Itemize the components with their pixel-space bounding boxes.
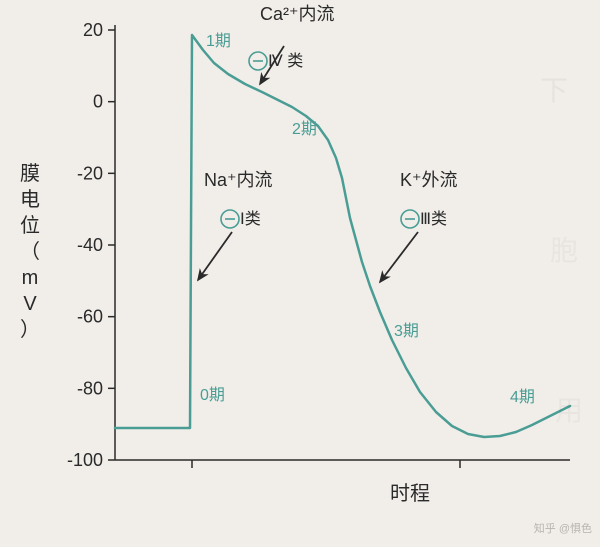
svg-text:V: V bbox=[23, 293, 37, 315]
svg-text:电: 电 bbox=[20, 188, 40, 211]
svg-text:-100: -100 bbox=[67, 450, 103, 470]
svg-text:时程: 时程 bbox=[390, 482, 430, 505]
svg-text:K⁺外流: K⁺外流 bbox=[400, 170, 458, 190]
svg-text:Ⅲ类: Ⅲ类 bbox=[420, 210, 447, 228]
svg-text:20: 20 bbox=[83, 20, 103, 40]
svg-text:0期: 0期 bbox=[200, 386, 225, 404]
svg-text:-40: -40 bbox=[77, 235, 103, 255]
svg-text:2期: 2期 bbox=[292, 120, 317, 138]
svg-text:Ca²⁺内流: Ca²⁺内流 bbox=[260, 4, 335, 24]
svg-text:0: 0 bbox=[93, 92, 103, 112]
svg-text:用: 用 bbox=[555, 395, 583, 426]
svg-text:（: （ bbox=[20, 240, 40, 263]
svg-text:3期: 3期 bbox=[394, 322, 419, 340]
action-potential-chart: -100-80-60-40-20020膜电位（mV）时程 1期2期3期4期0期 … bbox=[0, 0, 600, 542]
svg-text:膜: 膜 bbox=[20, 162, 40, 185]
svg-text:1期: 1期 bbox=[206, 32, 231, 50]
svg-text:-60: -60 bbox=[77, 307, 103, 327]
svg-text:4期: 4期 bbox=[510, 388, 535, 406]
svg-text:Na⁺内流: Na⁺内流 bbox=[204, 170, 273, 190]
svg-text:Ⅳ 类: Ⅳ 类 bbox=[268, 52, 303, 70]
svg-text:Ⅰ类: Ⅰ类 bbox=[240, 210, 261, 228]
svg-text:-20: -20 bbox=[77, 163, 103, 183]
svg-text:m: m bbox=[22, 267, 39, 289]
svg-text:下: 下 bbox=[540, 75, 568, 106]
svg-text:胞: 胞 bbox=[550, 235, 578, 266]
svg-text:位: 位 bbox=[20, 214, 40, 237]
svg-text:）: ） bbox=[20, 318, 40, 341]
svg-text:-80: -80 bbox=[77, 378, 103, 398]
watermark: 知乎 @惧色 bbox=[534, 520, 592, 536]
